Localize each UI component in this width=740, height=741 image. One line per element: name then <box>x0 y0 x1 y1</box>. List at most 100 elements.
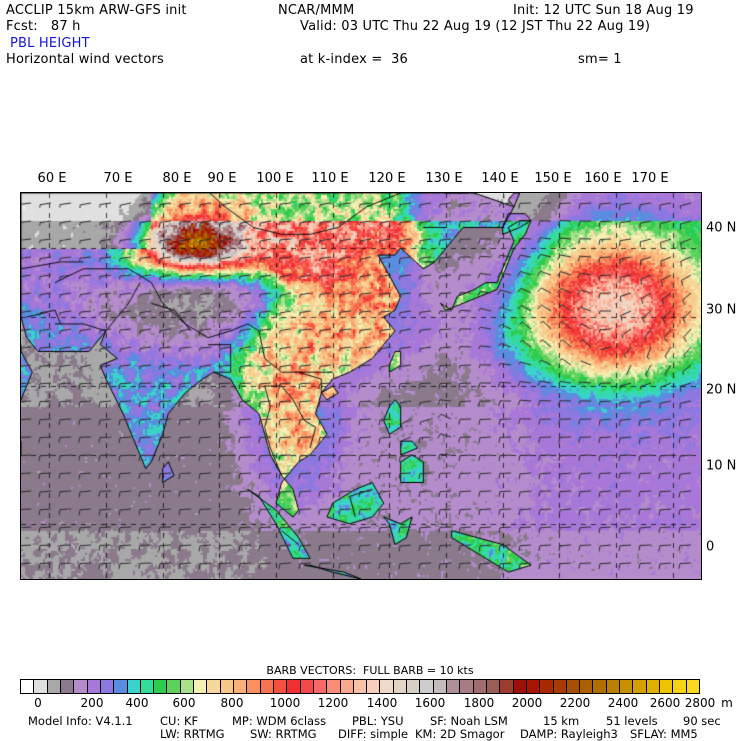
colorbar-tick: 400 <box>125 696 149 710</box>
colorbar-swatch <box>580 680 594 693</box>
chart-header: ACCLIP 15km ARW-GFS init NCAR/MMM Init: … <box>0 0 740 72</box>
colorbar-tick: 200 <box>80 696 104 710</box>
model-info-item: SW: RRTMG <box>250 727 317 741</box>
lon-tick-label: 160 E <box>584 171 622 186</box>
colorbar-swatch <box>74 680 88 693</box>
colorbar-swatch <box>380 680 394 693</box>
colorbar-swatch <box>273 680 288 693</box>
model-info-item: SFLAY: MM5 <box>630 727 698 741</box>
colorbar-swatch <box>114 680 128 693</box>
lon-tick-label: 150 E <box>534 171 572 186</box>
colorbar-tick: 1400 <box>366 696 398 710</box>
map-plot-area <box>20 192 702 580</box>
init-time-label: Init: 12 UTC Sun 18 Aug 19 <box>513 3 694 18</box>
colorbar-swatch <box>180 680 195 693</box>
lon-tick-label: 90 E <box>207 171 237 186</box>
lon-tick-label: 140 E <box>481 171 519 186</box>
colorbar-swatch <box>327 680 341 693</box>
colorbar-tick-labels: 0 200 400 600 800 1000 1200 1400 1600 1800 2000 220… <box>0 696 740 710</box>
center-label: NCAR/MMM <box>278 3 355 18</box>
colorbar-swatch <box>313 680 328 693</box>
colorbar-swatch <box>340 680 354 693</box>
colorbar-swatch <box>420 680 434 693</box>
colorbar-swatch <box>207 680 221 693</box>
model-info-item: KM: 2D Smagor <box>415 727 505 741</box>
colorbar-swatch <box>100 680 115 693</box>
lon-tick-label: 120 E <box>368 171 406 186</box>
colorbar-swatch <box>300 680 314 693</box>
colorbar-swatch <box>646 680 660 693</box>
colorbar-swatch <box>140 680 155 693</box>
lon-tick-label: 170 E <box>631 171 669 186</box>
lat-tick-label: 30 N <box>706 302 737 318</box>
colorbar-swatch <box>407 680 421 693</box>
colorbar-tick: 2400 <box>607 696 639 710</box>
colorbar-swatch <box>154 680 168 693</box>
colorbar-swatch <box>220 680 234 693</box>
k-index-label: at k-index = 36 <box>300 52 409 67</box>
colorbar-swatch <box>526 680 541 693</box>
colorbar-swatch <box>686 680 699 693</box>
colorbar <box>20 679 700 694</box>
colorbar-tick: 2000 <box>511 696 543 710</box>
model-info-item: MP: WDM 6class <box>232 714 327 728</box>
colorbar-tick: 2800 <box>684 696 716 710</box>
colorbar-swatch <box>21 680 35 693</box>
barb-vector-legend: BARB VECTORS: FULL BARB = 10 kts <box>266 664 474 677</box>
model-info-item: SF: Noah LSM <box>430 714 508 728</box>
colorbar-swatch <box>486 680 501 693</box>
colorbar-swatch <box>633 680 647 693</box>
colorbar-swatch <box>234 680 248 693</box>
colorbar-swatch <box>500 680 514 693</box>
lon-tick-label: 110 E <box>311 171 349 186</box>
vector-description-label: Horizontal wind vectors <box>6 52 164 67</box>
colorbar-swatch <box>620 680 634 693</box>
colorbar-swatch <box>127 680 141 693</box>
colorbar-tick: 600 <box>172 696 196 710</box>
field-name-label: PBL HEIGHT <box>10 36 90 51</box>
colorbar-swatch <box>447 680 461 693</box>
colorbar-swatch <box>60 680 75 693</box>
colorbar-swatch <box>167 680 181 693</box>
lon-tick-label: 70 E <box>103 171 133 186</box>
colorbar-swatch <box>553 680 567 693</box>
colorbar-swatch <box>260 680 274 693</box>
colorbar-swatch <box>473 680 487 693</box>
lat-tick-label: 40 N <box>706 220 737 236</box>
colorbar-swatch <box>566 680 581 693</box>
model-info-item: 51 levels <box>606 714 658 728</box>
colorbar-swatch <box>673 680 687 693</box>
colorbar-swatch <box>194 680 208 693</box>
colorbar-tick: 1200 <box>317 696 349 710</box>
colorbar-swatch <box>353 680 368 693</box>
colorbar-tick: 800 <box>220 696 244 710</box>
model-info-item: PBL: YSU <box>352 714 404 728</box>
model-info-item: DAMP: Rayleigh3 <box>520 727 618 741</box>
lon-tick-label: 100 E <box>256 171 294 186</box>
colorbar-tick: 0 <box>34 696 42 710</box>
colorbar-swatch <box>87 680 101 693</box>
colorbar-swatch <box>433 680 447 693</box>
colorbar-swatch <box>660 680 674 693</box>
colorbar-swatch <box>247 680 261 693</box>
model-info-item: LW: RRTMG <box>160 727 225 741</box>
colorbar-tick: 1000 <box>269 696 301 710</box>
model-info-item: 15 km <box>543 714 580 728</box>
model-title: ACCLIP 15km ARW-GFS init <box>6 3 187 18</box>
colorbar-swatch <box>287 680 301 693</box>
valid-time-label: Valid: 03 UTC Thu 22 Aug 19 (12 JST Thu … <box>300 19 651 34</box>
lon-tick-label: 80 E <box>162 171 192 186</box>
colorbar-tick: 1800 <box>463 696 495 710</box>
lat-tick-label: 0 <box>706 539 715 555</box>
colorbar-swatch <box>460 680 474 693</box>
forecast-hour-label: Fcst: 87 h <box>6 19 81 34</box>
colorbar-swatch <box>34 680 48 693</box>
colorbar-swatch <box>393 680 408 693</box>
colorbar-tick: 2600 <box>649 696 681 710</box>
pbl-height-heatmap <box>21 193 701 579</box>
model-info-item: CU: KF <box>160 714 199 728</box>
lat-tick-label: 20 N <box>706 382 737 398</box>
model-info-item: Model Info: V4.1.1 <box>28 714 133 728</box>
colorbar-swatch <box>540 680 554 693</box>
colorbar-swatch <box>367 680 381 693</box>
